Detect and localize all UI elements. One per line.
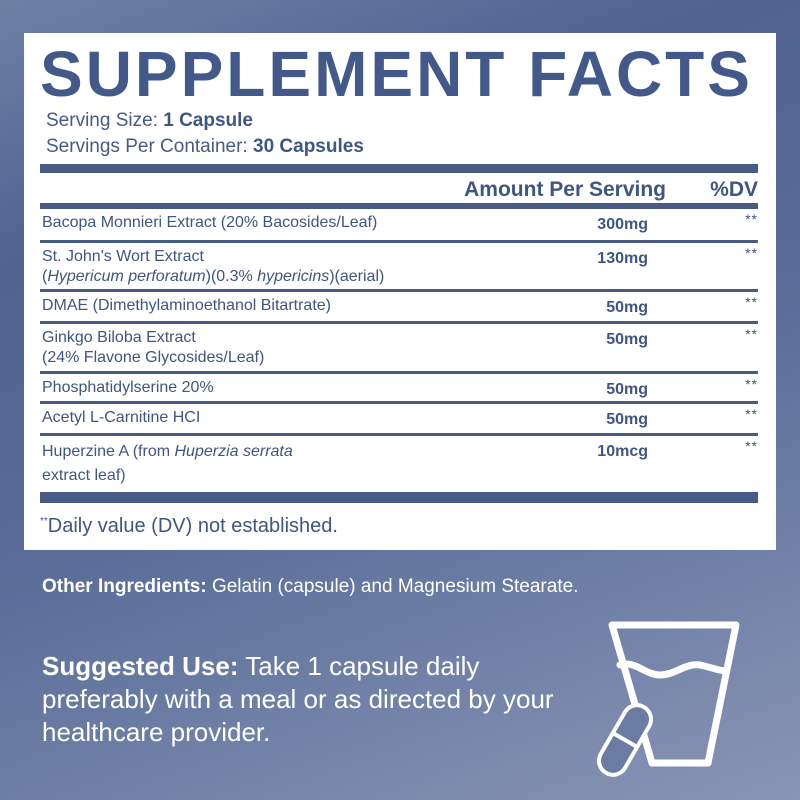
ingredient-amount: 50mg bbox=[606, 331, 648, 348]
ingredient-dv: ** bbox=[745, 438, 758, 454]
name-part: Huperzine A (from bbox=[42, 443, 175, 460]
glass-of-water-icon bbox=[597, 621, 740, 777]
name-part: )(0.3% bbox=[205, 268, 258, 285]
name-part: Hypericum perforatum bbox=[47, 268, 206, 285]
ingredient-name: Bacopa Monnieri Extract (20% Bacosides/L… bbox=[42, 214, 378, 231]
ingredient-dv: ** bbox=[745, 376, 758, 392]
ingredient-amount: 130mg bbox=[597, 250, 648, 267]
divider-medium bbox=[40, 203, 758, 209]
name-line: extract leaf) bbox=[42, 467, 126, 484]
serving-size-label: Serving Size: bbox=[46, 110, 158, 131]
supplement-facts-panel: SUPPLEMENT FACTS Serving Size: 1 Capsule… bbox=[24, 33, 776, 550]
servings-per-container: Servings Per Container: 30 Capsules bbox=[46, 136, 364, 158]
suggested-use: Suggested Use: Take 1 capsule daily pref… bbox=[42, 650, 562, 749]
divider-thick bbox=[40, 492, 758, 503]
ingredient-name: Acetyl L-Carnitine HCI bbox=[42, 409, 201, 426]
ingredient-name: St. John's Wort Extract (Hypericum perfor… bbox=[42, 247, 384, 287]
serving-size: Serving Size: 1 Capsule bbox=[46, 110, 253, 132]
ingredient-name: Ginkgo Biloba Extract (24% Flavone Glycos… bbox=[42, 328, 264, 368]
page-title: SUPPLEMENT FACTS bbox=[40, 38, 753, 110]
name-line: Ginkgo Biloba Extract bbox=[42, 329, 196, 346]
ingredient-dv: ** bbox=[745, 326, 758, 342]
footnote: **Daily value (DV) not established. bbox=[40, 510, 338, 538]
ingredient-name: DMAE (Dimethylaminoethanol Bitartrate) bbox=[42, 297, 331, 314]
name-part: hypericins bbox=[257, 268, 330, 285]
ingredient-name: Huperzine A (from Huperzia serrata extrac… bbox=[42, 440, 293, 488]
ingredient-dv: ** bbox=[745, 245, 758, 261]
ingredient-amount: 50mg bbox=[606, 299, 648, 316]
amount-header: Amount Per Serving bbox=[464, 178, 666, 201]
suggested-use-label: Suggested Use: bbox=[42, 651, 239, 681]
dv-header: %DV bbox=[710, 178, 758, 201]
name-part: Huperzia serrata bbox=[174, 443, 293, 460]
capsule-icon bbox=[597, 703, 653, 777]
ingredient-amount: 50mg bbox=[606, 411, 648, 428]
table-row: Huperzine A (from Huperzia serrata extrac… bbox=[40, 436, 758, 492]
serving-size-value: 1 Capsule bbox=[163, 110, 253, 131]
name-line: St. John's Wort Extract bbox=[42, 248, 204, 265]
ingredient-dv: ** bbox=[745, 294, 758, 310]
servings-label: Servings Per Container: bbox=[46, 136, 248, 157]
name-part: )(aerial) bbox=[329, 268, 385, 285]
table-row: Bacopa Monnieri Extract (20% Bacosides/L… bbox=[40, 209, 758, 243]
other-ingredients-label: Other Ingredients: bbox=[42, 576, 207, 597]
name-line: (24% Flavone Glycosides/Leaf) bbox=[42, 349, 265, 366]
ingredient-amount: 300mg bbox=[597, 216, 648, 233]
ingredient-name: Phosphatidylserine 20% bbox=[42, 379, 214, 396]
table-row: DMAE (Dimethylaminoethanol Bitartrate) 5… bbox=[40, 292, 758, 324]
footnote-mark: ** bbox=[40, 516, 48, 527]
table-row: Acetyl L-Carnitine HCI 50mg ** bbox=[40, 404, 758, 436]
other-ingredients-text: Gelatin (capsule) and Magnesium Stearate… bbox=[206, 576, 579, 597]
table-row: Phosphatidylserine 20% 50mg ** bbox=[40, 374, 758, 404]
table-row: Ginkgo Biloba Extract (24% Flavone Glycos… bbox=[40, 324, 758, 374]
divider-thick bbox=[40, 164, 758, 173]
ingredient-dv: ** bbox=[745, 406, 758, 422]
name-part: ( bbox=[42, 268, 48, 285]
ingredient-amount: 10mcg bbox=[597, 443, 648, 460]
servings-value: 30 Capsules bbox=[253, 136, 364, 157]
table-row: St. John's Wort Extract (Hypericum perfor… bbox=[40, 243, 758, 292]
other-ingredients: Other Ingredients: Gelatin (capsule) and… bbox=[42, 575, 762, 598]
ingredient-dv: ** bbox=[745, 211, 758, 227]
footnote-text: Daily value (DV) not established. bbox=[47, 515, 338, 537]
suggested-use-text: Take 1 capsule daily preferably with a m… bbox=[42, 651, 554, 747]
ingredient-amount: 50mg bbox=[606, 381, 648, 398]
